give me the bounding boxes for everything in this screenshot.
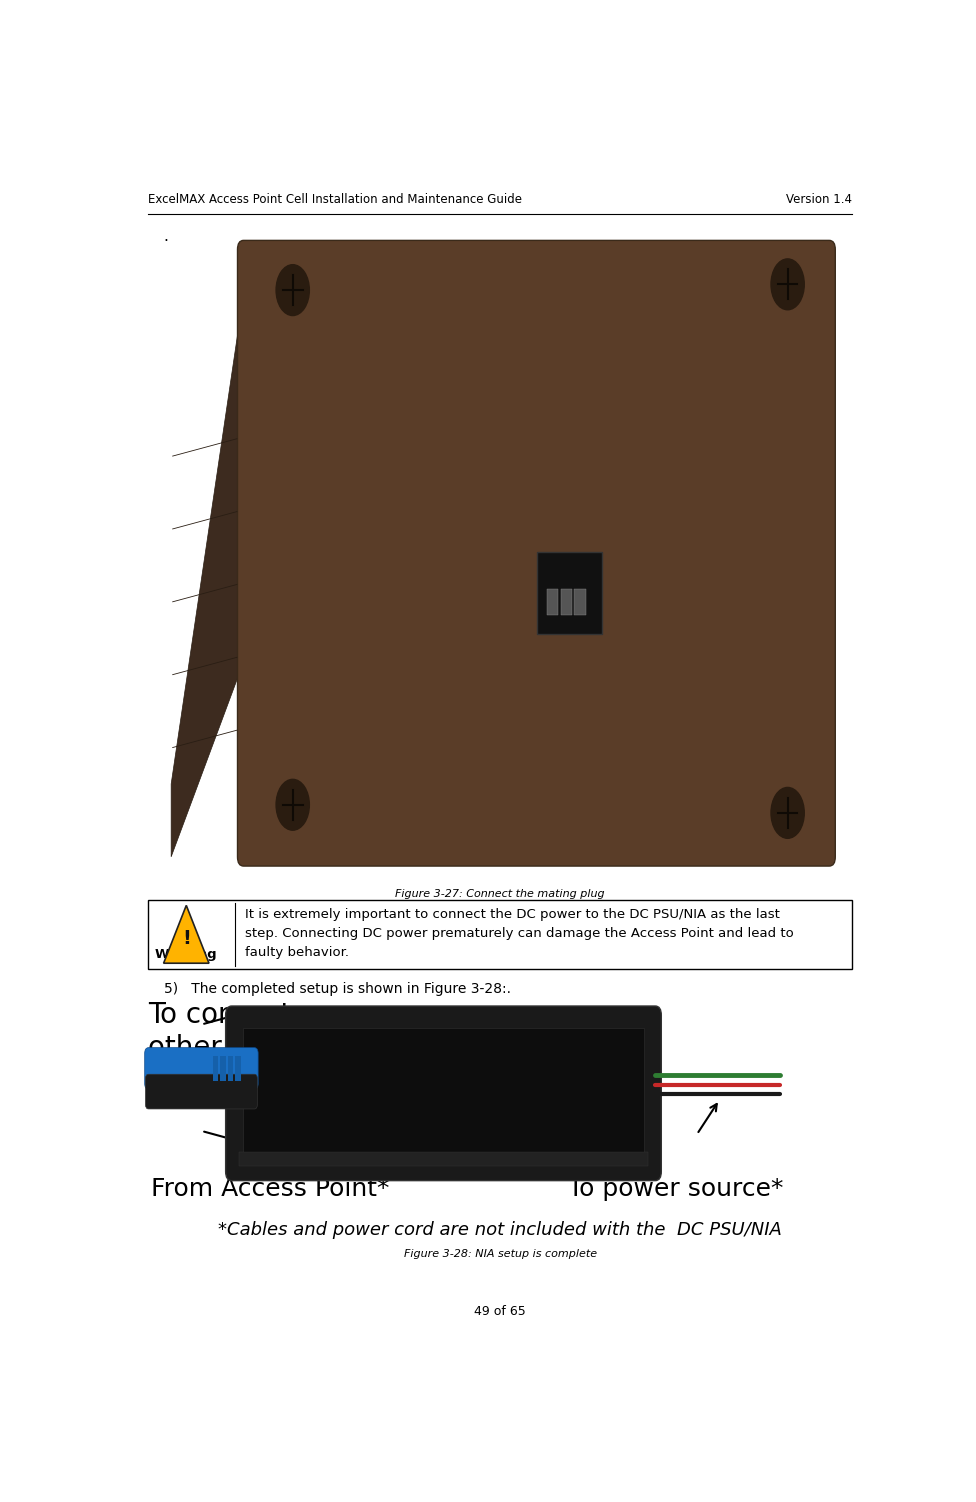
Text: 49 of 65: 49 of 65 [474,1305,526,1317]
Text: 5)   The completed setup is shown in Figure 3-28:.: 5) The completed setup is shown in Figur… [164,982,510,996]
Text: Version 1.4: Version 1.4 [786,192,852,206]
FancyBboxPatch shape [148,1008,852,1175]
FancyBboxPatch shape [243,1027,644,1161]
Text: !: ! [182,930,190,948]
FancyBboxPatch shape [145,1074,258,1108]
Polygon shape [171,249,250,856]
FancyBboxPatch shape [574,589,586,614]
Polygon shape [164,906,209,963]
Circle shape [276,780,309,831]
Text: It is extremely important to connect the DC power to the DC PSU/NIA as the last
: It is extremely important to connect the… [245,907,793,958]
Text: To power source*: To power source* [568,1178,784,1202]
Text: From Access Point*: From Access Point* [150,1178,389,1202]
Circle shape [771,258,804,309]
Text: .: . [164,228,169,243]
Text: ExcelMAX Access Point Cell Installation and Maintenance Guide: ExcelMAX Access Point Cell Installation … [148,192,522,206]
Text: *Cables and power cord are not included with the  DC PSU/NIA: *Cables and power cord are not included … [219,1221,782,1239]
Circle shape [276,264,309,315]
FancyBboxPatch shape [213,1056,218,1081]
FancyBboxPatch shape [225,1006,662,1181]
FancyBboxPatch shape [237,240,835,867]
FancyBboxPatch shape [227,1056,233,1081]
FancyBboxPatch shape [148,900,852,969]
FancyBboxPatch shape [560,589,572,614]
Text: Warning: Warning [155,948,218,961]
FancyBboxPatch shape [235,1056,241,1081]
FancyBboxPatch shape [537,553,602,634]
Text: Figure 3-28: NIA setup is complete: Figure 3-28: NIA setup is complete [404,1248,596,1259]
Text: Figure 3-27: Connect the mating plug: Figure 3-27: Connect the mating plug [395,889,605,898]
Text: To computer or
other network device*: To computer or other network device* [148,1002,458,1062]
FancyBboxPatch shape [239,1152,648,1166]
FancyBboxPatch shape [548,589,558,614]
FancyBboxPatch shape [144,1048,258,1089]
FancyBboxPatch shape [221,1056,225,1081]
Circle shape [771,787,804,838]
